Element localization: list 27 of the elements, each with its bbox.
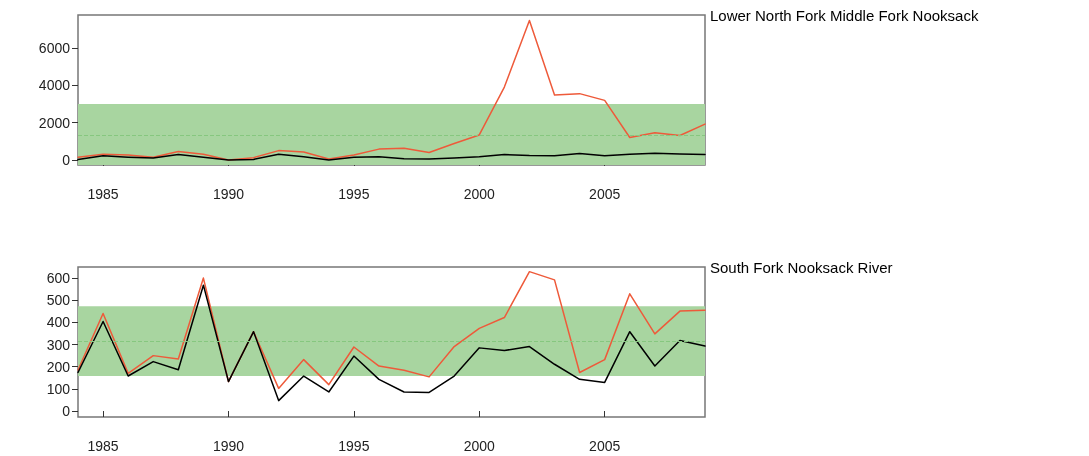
y-tick-label: 4000 xyxy=(38,77,71,94)
line-series xyxy=(77,19,706,161)
text: South Fork Nooksack River xyxy=(710,259,893,276)
y-tick-label: 400 xyxy=(46,314,71,331)
text: Lower North Fork Middle Fork Nooksack xyxy=(710,7,979,24)
line-series xyxy=(77,270,706,390)
x-tick-label: 1995 xyxy=(338,186,370,202)
y-tick-label: 500 xyxy=(46,292,71,309)
y-tick-label: 100 xyxy=(46,380,71,397)
y-tick-label: 0 xyxy=(62,403,71,420)
x-tick-label: 1995 xyxy=(338,438,370,454)
y-tick-label: 300 xyxy=(46,336,71,353)
x-tick-label: 1985 xyxy=(87,186,119,202)
x-tick-label: 2000 xyxy=(463,438,496,454)
y-tick-label: 2000 xyxy=(38,114,71,131)
x-tick-label: 1990 xyxy=(212,186,245,202)
line-series xyxy=(77,152,706,161)
x-tick-label: 2005 xyxy=(589,186,621,202)
x-tick-label: 1985 xyxy=(87,438,119,454)
x-tick-label: 1990 xyxy=(212,438,245,454)
line-series xyxy=(77,284,706,402)
x-tick-label: 2000 xyxy=(463,186,496,202)
x-tick-label: 2005 xyxy=(589,438,621,454)
y-tick-label: 0 xyxy=(62,151,71,168)
y-tick-label: 6000 xyxy=(38,39,71,56)
y-tick-label: 600 xyxy=(46,270,71,287)
y-tick-label: 200 xyxy=(46,358,71,375)
